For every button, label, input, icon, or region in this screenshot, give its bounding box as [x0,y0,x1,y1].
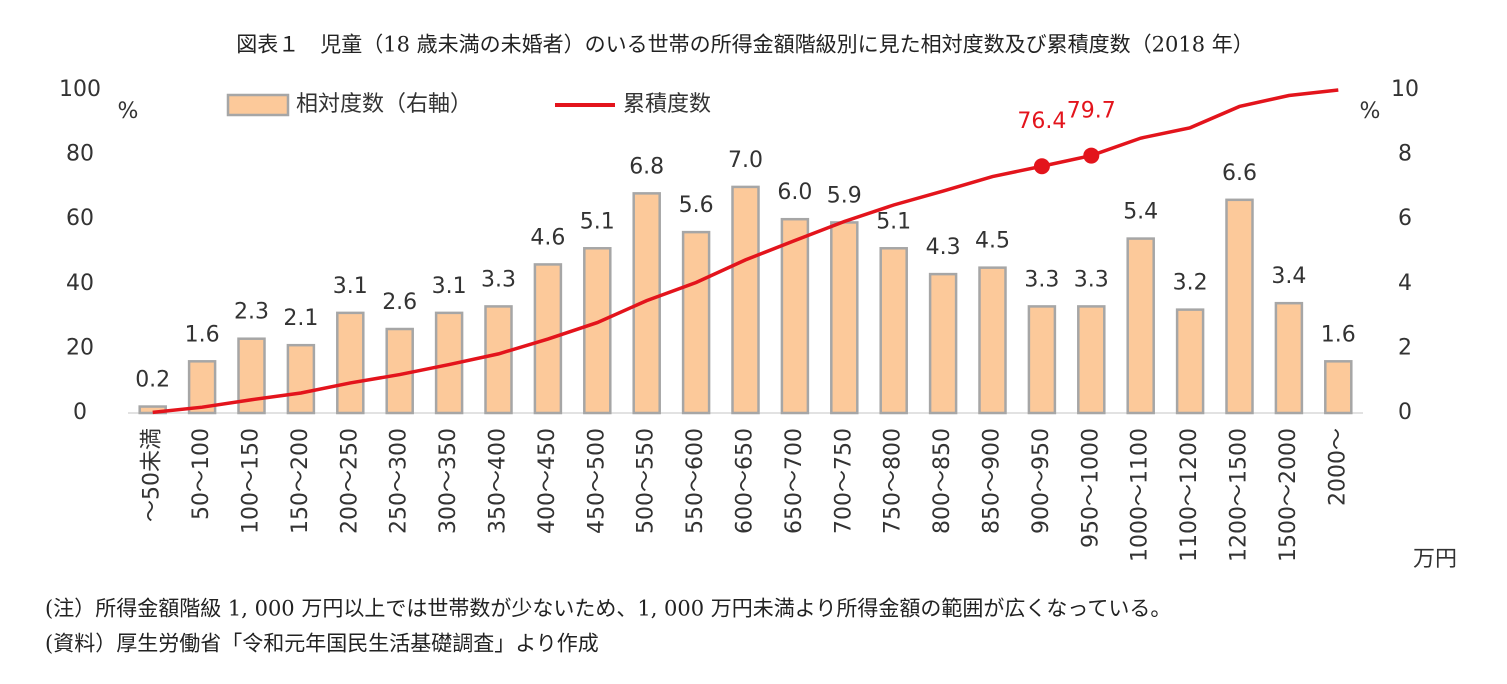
data-label: 3.3 [1074,267,1109,292]
x-tick-label: 50～100 [189,428,214,520]
bar [1175,308,1205,415]
x-tick-label: 1100～1200 [1177,428,1202,562]
y-tick-label: 100 [59,77,101,102]
data-label: 0.2 [135,368,170,393]
x-tick-label: 800～850 [930,428,955,534]
x-tick-label: 500～550 [634,428,659,534]
x-tick-label: 700～750 [831,428,856,534]
data-label: 1.6 [1321,322,1356,347]
data-label: 6.0 [777,180,812,205]
x-tick-label: 950～1000 [1078,428,1103,548]
bar [286,343,316,415]
legend-label: 累積度数 [623,92,711,117]
x-tick-label: 850～900 [980,428,1005,534]
x-tick-label: 400～450 [535,428,560,534]
y-tick-label: 40 [66,271,94,296]
data-label: 4.5 [975,229,1010,254]
x-tick-label: 350～400 [486,428,511,534]
x-tick-label: 750～800 [881,428,906,534]
bar [1126,237,1155,415]
data-label: 5.1 [876,209,911,234]
data-label: 4.3 [926,235,961,260]
x-tick-label: 1500～2000 [1276,428,1301,562]
bar [1274,301,1304,415]
y-tick-label: 80 [66,142,94,167]
data-label: 5.4 [1123,200,1158,225]
data-label: 3.1 [432,274,467,299]
x-tick-label: 900～950 [1029,428,1054,534]
bar [336,311,365,415]
y-unit: % [118,99,139,124]
legend-label: 相対度数（右軸） [296,92,472,117]
data-label: 3.4 [1271,264,1306,289]
x-tick-label: 1000～1100 [1128,428,1153,562]
bar [1077,305,1106,415]
bar [681,230,711,415]
x-unit: 万円 [1413,547,1457,572]
x-tick-label: ～50未満 [140,428,165,522]
data-label: 7.0 [728,148,763,173]
bar [780,217,810,415]
x-tick-label: 450～500 [584,428,609,534]
y-tick-label: 60 [66,206,94,231]
data-label: 3.1 [333,274,368,299]
y-tick-label: 20 [66,335,94,360]
data-label: 1.6 [185,322,220,347]
chart-title: 図表１ 児童（18 歳未満の未婚者）のいる世帯の所得金額階級別に見た相対度数及び… [236,33,1254,57]
data-label: 2.6 [382,290,417,315]
marker [1083,147,1100,164]
data-label: 79.7 [1067,99,1116,124]
marker [1033,158,1050,175]
data-label: 5.9 [827,183,862,208]
bar [1225,198,1254,415]
x-tick-label: 650～700 [782,428,807,534]
bar [1324,360,1353,415]
bar [1027,305,1057,415]
bar [978,266,1007,415]
data-label: 5.1 [580,209,615,234]
y2-tick-label: 0 [1398,400,1412,425]
data-label: 2.3 [234,300,269,325]
bar [830,221,859,415]
x-tick-label: 2000～ [1325,428,1350,506]
note: (注）所得金額階級 1, 000 万円以上では世帯数が少ないため、1, 000 … [45,597,1171,621]
bar [484,305,513,415]
y2-tick-label: 4 [1398,271,1412,296]
data-label: 5.6 [679,193,714,218]
bar [731,185,760,415]
x-tick-label: 250～300 [387,428,412,534]
x-tick-label: 300～350 [436,428,461,534]
line [152,88,1339,415]
y-tick-label: 0 [73,400,87,425]
y2-tick-label: 6 [1398,206,1412,231]
x-tick-label: 200～250 [337,428,362,534]
y2-tick-label: 8 [1398,142,1412,167]
data-label: 6.6 [1222,161,1257,186]
x-tick-label: 150～200 [288,428,313,534]
note: (資料）厚生労働省「令和元年国民生活基礎調査」より作成 [45,632,599,656]
data-label: 6.8 [629,154,664,179]
bar [879,247,908,415]
y2-unit: % [1360,99,1381,124]
bar [928,272,958,415]
x-tick-label: 600～650 [733,428,758,534]
data-label: 2.1 [283,306,318,331]
x-tick-label: 100～150 [239,428,264,534]
data-label: 3.3 [1024,267,1059,292]
data-label: 76.4 [1017,109,1066,134]
y2-tick-label: 10 [1391,77,1419,102]
data-label: 3.3 [481,267,516,292]
bar [583,247,612,415]
legend-swatch [226,93,290,117]
x-tick-label: 1200～1500 [1227,428,1252,562]
data-label: 4.6 [530,225,565,250]
y2-tick-label: 2 [1398,335,1412,360]
x-tick-label: 550～600 [683,428,708,534]
data-label: 3.2 [1173,271,1208,296]
